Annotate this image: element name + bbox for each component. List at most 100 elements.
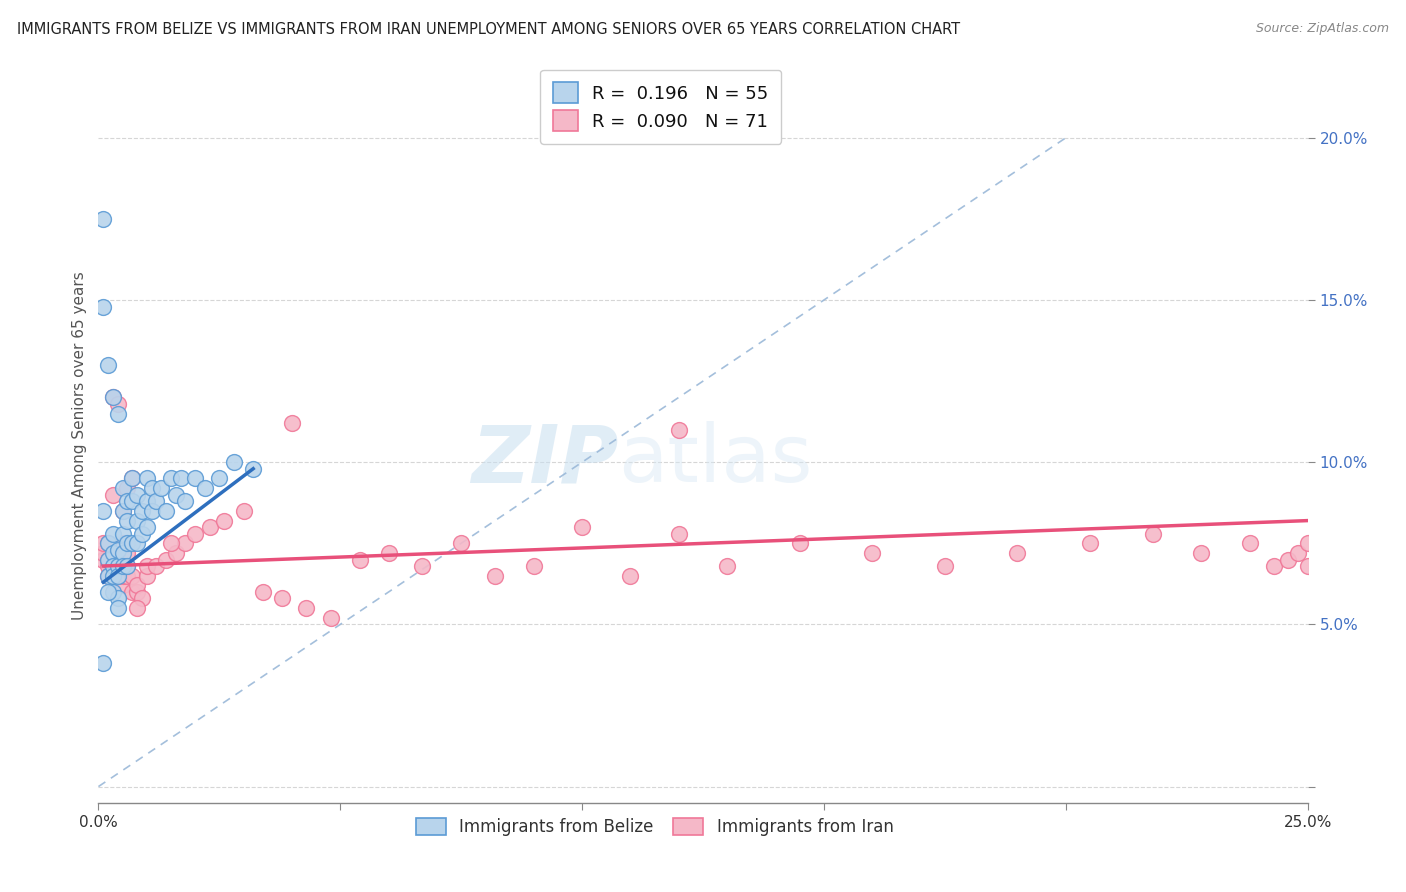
- Point: [1286, 546, 1309, 560]
- Y-axis label: Unemployment Among Seniors over 65 years: Unemployment Among Seniors over 65 years: [72, 272, 87, 620]
- Point: [107, 559, 129, 574]
- Point: [101, 568, 124, 582]
- Point: [127, 601, 149, 615]
- Point: [111, 481, 134, 495]
- Point: [141, 504, 163, 518]
- Point: [91, 536, 114, 550]
- Point: [208, 471, 231, 485]
- Point: [1277, 552, 1299, 566]
- Point: [281, 417, 304, 431]
- Point: [97, 536, 120, 550]
- Point: [107, 559, 129, 574]
- Point: [135, 568, 157, 582]
- Point: [135, 520, 157, 534]
- Point: [212, 514, 235, 528]
- Point: [860, 546, 883, 560]
- Point: [101, 546, 124, 560]
- Point: [111, 559, 134, 574]
- Point: [121, 585, 143, 599]
- Point: [1007, 546, 1029, 560]
- Point: [1296, 559, 1319, 574]
- Point: [97, 568, 120, 582]
- Point: [252, 585, 274, 599]
- Point: [101, 390, 124, 404]
- Point: [716, 559, 738, 574]
- Point: [97, 568, 120, 582]
- Point: [117, 481, 139, 495]
- Point: [91, 504, 114, 518]
- Point: [107, 601, 129, 615]
- Point: [97, 552, 120, 566]
- Point: [523, 559, 546, 574]
- Point: [97, 552, 120, 566]
- Point: [127, 585, 149, 599]
- Point: [668, 423, 690, 437]
- Point: [121, 536, 143, 550]
- Point: [198, 520, 221, 534]
- Point: [111, 504, 134, 518]
- Point: [101, 390, 124, 404]
- Point: [135, 559, 157, 574]
- Point: [165, 488, 187, 502]
- Point: [194, 481, 217, 495]
- Point: [117, 559, 139, 574]
- Point: [131, 591, 153, 606]
- Point: [91, 546, 114, 560]
- Point: [121, 471, 143, 485]
- Point: [160, 536, 183, 550]
- Point: [117, 514, 139, 528]
- Point: [117, 494, 139, 508]
- Point: [295, 601, 318, 615]
- Point: [349, 552, 371, 566]
- Point: [111, 578, 134, 592]
- Point: [97, 358, 120, 372]
- Point: [165, 546, 187, 560]
- Point: [101, 488, 124, 502]
- Point: [619, 568, 641, 582]
- Point: [97, 585, 120, 599]
- Point: [411, 559, 433, 574]
- Point: [107, 397, 129, 411]
- Point: [101, 526, 124, 541]
- Point: [127, 578, 149, 592]
- Point: [450, 536, 472, 550]
- Point: [91, 657, 114, 671]
- Point: [117, 568, 139, 582]
- Point: [111, 504, 134, 518]
- Point: [107, 568, 129, 582]
- Point: [97, 536, 120, 550]
- Point: [121, 471, 143, 485]
- Point: [1189, 546, 1212, 560]
- Point: [377, 546, 399, 560]
- Point: [135, 494, 157, 508]
- Text: IMMIGRANTS FROM BELIZE VS IMMIGRANTS FROM IRAN UNEMPLOYMENT AMONG SENIORS OVER 6: IMMIGRANTS FROM BELIZE VS IMMIGRANTS FRO…: [17, 22, 960, 37]
- Text: Source: ZipAtlas.com: Source: ZipAtlas.com: [1256, 22, 1389, 36]
- Point: [91, 211, 114, 226]
- Point: [111, 526, 134, 541]
- Point: [668, 526, 690, 541]
- Point: [111, 546, 134, 560]
- Point: [1239, 536, 1261, 550]
- Point: [117, 559, 139, 574]
- Point: [101, 559, 124, 574]
- Point: [131, 504, 153, 518]
- Point: [101, 568, 124, 582]
- Point: [135, 471, 157, 485]
- Point: [107, 542, 129, 557]
- Point: [184, 526, 207, 541]
- Point: [150, 481, 173, 495]
- Point: [232, 504, 254, 518]
- Point: [222, 455, 245, 469]
- Point: [145, 559, 167, 574]
- Point: [121, 494, 143, 508]
- Point: [127, 488, 149, 502]
- Point: [174, 494, 197, 508]
- Point: [91, 300, 114, 314]
- Point: [111, 568, 134, 582]
- Point: [121, 568, 143, 582]
- Point: [111, 536, 134, 550]
- Point: [242, 461, 264, 475]
- Point: [174, 536, 197, 550]
- Point: [101, 559, 124, 574]
- Point: [141, 481, 163, 495]
